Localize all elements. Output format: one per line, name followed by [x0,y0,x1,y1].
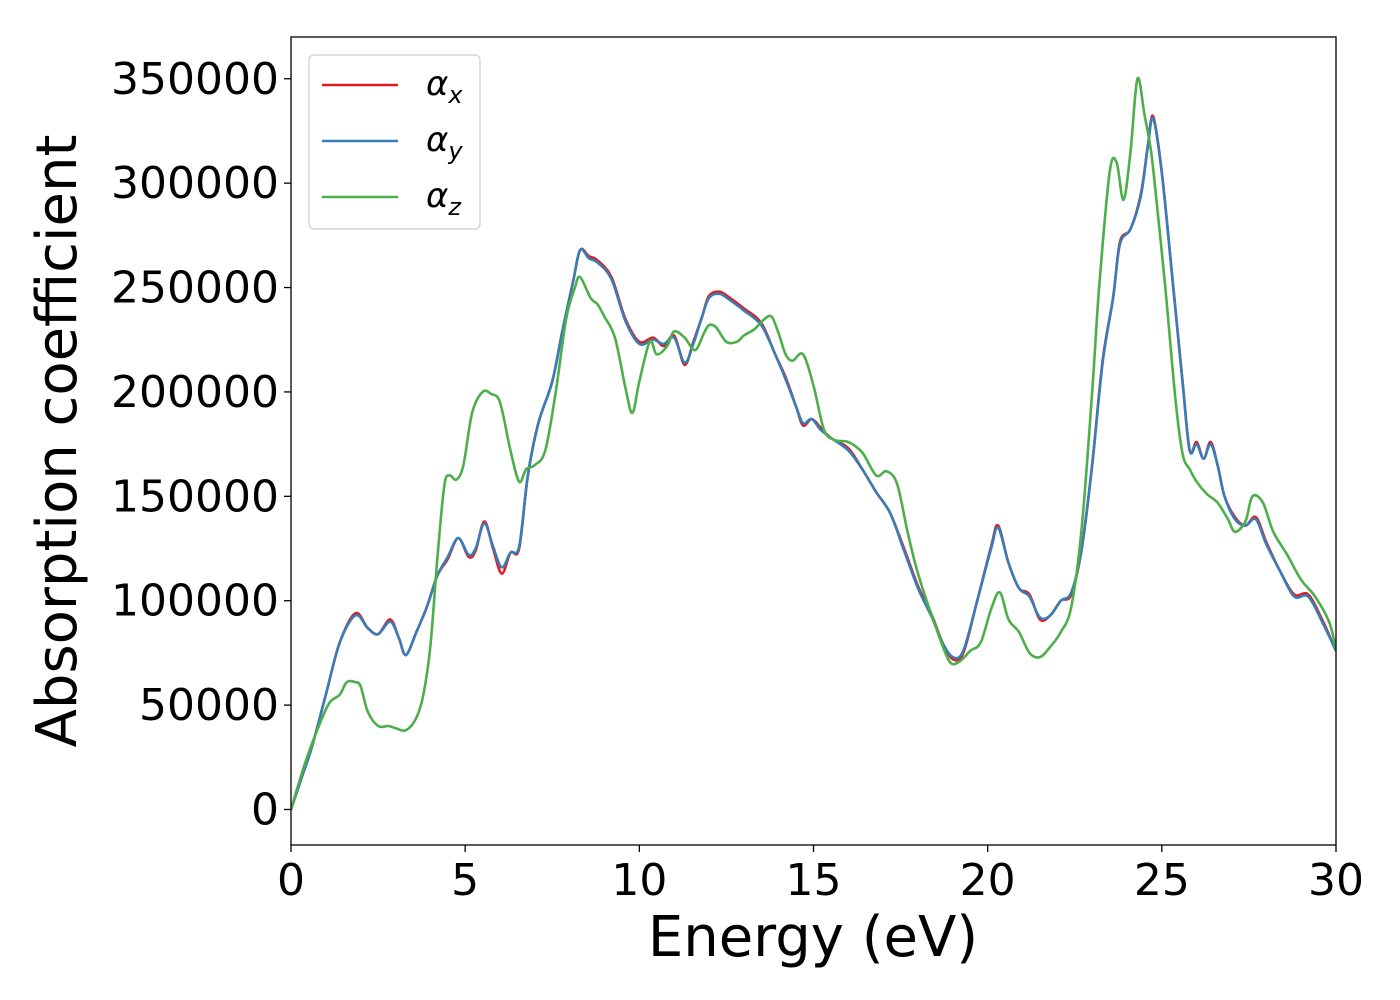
y-tick-label: 350000 [111,54,279,105]
y-tick-label: 100000 [111,576,279,627]
y-tick-label: 300000 [111,158,279,209]
x-axis-title: Energy (eV) [648,905,978,970]
y-tick-label: 250000 [111,263,279,314]
x-axis: 0 5 10 15 20 25 30 [277,845,1364,906]
y-tick-label: 0 [251,785,279,836]
y-tick-label: 200000 [111,367,279,418]
x-tick-label: 10 [611,855,667,906]
series-layer [291,76,1336,810]
x-tick-label: 30 [1308,855,1364,906]
y-axis: 0 50000 100000 150000 200000 250000 300000 3500… [111,54,291,836]
legend-label-alpha-z: αz [426,176,462,221]
x-tick-label: 0 [277,855,305,906]
y-axis-title: Absorption coefficient [25,135,90,748]
y-tick-label: 150000 [111,471,279,522]
x-tick-label: 15 [786,855,842,906]
x-tick-label: 5 [451,855,479,906]
legend-label-alpha-x: αx [426,64,463,109]
legend-label-alpha-y: αy [426,120,463,165]
series-line-alpha-y [291,116,1336,810]
x-tick-label: 20 [960,855,1016,906]
legend: αx αy αz [308,54,481,230]
y-tick-label: 50000 [139,680,279,731]
x-tick-label: 25 [1134,855,1190,906]
series-line-alpha-z [291,76,1336,810]
